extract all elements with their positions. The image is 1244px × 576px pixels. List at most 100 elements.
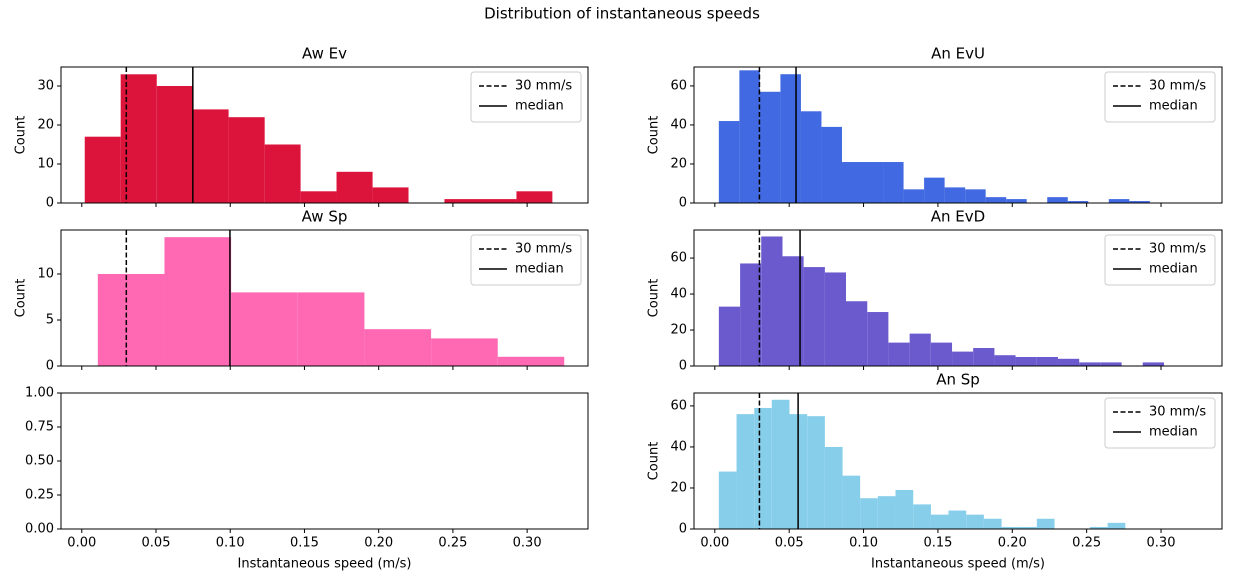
y-tick-label: 20	[670, 480, 687, 495]
bar	[842, 475, 861, 529]
axes-frame	[60, 229, 589, 367]
bar	[821, 126, 842, 203]
y-tick-label: 5	[46, 312, 54, 327]
bar	[1036, 518, 1055, 529]
bar	[1129, 201, 1150, 203]
legend-label: median	[515, 99, 564, 114]
bar	[718, 306, 741, 366]
bar	[497, 356, 565, 366]
bar	[740, 263, 762, 366]
bar	[780, 74, 801, 203]
bar	[231, 292, 298, 366]
y-tick-label: 0	[46, 196, 54, 211]
legend-label: median	[1149, 262, 1198, 277]
bar	[867, 312, 889, 366]
bar	[1015, 357, 1037, 366]
bar	[164, 237, 232, 366]
y-axis-label: Count	[647, 442, 662, 481]
bar	[1006, 199, 1027, 203]
y-tick-label: 40	[670, 117, 687, 132]
x-tick-label: 0.10	[216, 536, 245, 551]
x-tick-label: 0.00	[67, 536, 96, 551]
bar	[952, 351, 974, 366]
legend-label: 30 mm/s	[515, 242, 572, 257]
legend-box	[1104, 397, 1216, 449]
y-tick-label: 10	[37, 156, 54, 171]
bar	[372, 187, 409, 203]
bar	[771, 399, 790, 529]
y-tick-label: 10	[37, 266, 54, 281]
bar	[824, 272, 847, 366]
bar	[807, 416, 825, 529]
x-tick-label: 0.30	[513, 536, 542, 551]
bar	[1142, 362, 1164, 366]
x-tick-label: 0.05	[775, 536, 804, 551]
x-tick-label: 0.25	[438, 536, 467, 551]
bar	[930, 514, 949, 529]
bar	[192, 109, 229, 203]
x-tick-label: 0.00	[700, 536, 729, 551]
x-tick-label: 0.05	[142, 536, 171, 551]
bar	[97, 273, 165, 366]
bar	[336, 171, 373, 203]
x-tick-label: 0.20	[998, 536, 1027, 551]
legend-box	[1104, 234, 1216, 286]
legend-label: 30 mm/s	[1149, 79, 1206, 94]
y-tick-label: 0.50	[25, 454, 54, 469]
y-tick-label: 60	[670, 251, 687, 266]
legend: 30 mm/s median	[1104, 234, 1216, 286]
axes-title: Aw Ev	[302, 45, 347, 63]
x-axis-label: Instantaneous speed (m/s)	[238, 557, 412, 572]
y-tick-label: 60	[670, 78, 687, 93]
bar	[883, 162, 904, 203]
bar	[228, 117, 265, 203]
legend: 30 mm/s median	[470, 234, 582, 286]
bar	[444, 199, 481, 203]
bar	[965, 189, 986, 203]
bar	[1079, 362, 1101, 366]
bar	[860, 498, 878, 529]
bar	[782, 256, 804, 366]
y-tick-label: 60	[670, 398, 687, 413]
bar	[1047, 197, 1068, 203]
bar	[973, 348, 995, 366]
x-tick-label: 0.10	[849, 536, 878, 551]
bar	[1067, 201, 1089, 203]
y-axis-label: Count	[14, 279, 29, 318]
axes-frame	[693, 392, 1223, 530]
axes-title: An Sp	[936, 371, 980, 389]
bar	[846, 301, 868, 366]
bar	[739, 70, 760, 203]
legend-label: 30 mm/s	[1149, 242, 1206, 257]
bar	[888, 342, 910, 366]
axes-frame	[60, 66, 589, 204]
bar	[364, 329, 432, 366]
y-tick-label: 0.00	[25, 522, 54, 537]
y-tick-label: 40	[670, 439, 687, 454]
y-tick-label: 0	[679, 359, 687, 374]
legend: 30 mm/s median	[1104, 397, 1216, 449]
bar	[516, 191, 553, 203]
axes-title: Aw Sp	[302, 208, 348, 226]
bar	[803, 267, 825, 366]
bar	[841, 162, 863, 203]
y-tick-label: 0	[46, 359, 54, 374]
bar	[944, 187, 966, 203]
bar	[800, 111, 822, 203]
bar	[1036, 357, 1058, 366]
bar	[718, 471, 737, 529]
bar	[1019, 526, 1037, 529]
legend-label: 30 mm/s	[515, 79, 572, 94]
bar	[895, 490, 914, 529]
legend-box	[470, 71, 582, 123]
bar	[966, 514, 984, 529]
bar	[264, 144, 301, 203]
bar	[1001, 526, 1020, 529]
x-tick-label: 0.15	[290, 536, 319, 551]
bar	[1107, 522, 1126, 529]
bar	[983, 518, 1002, 529]
bar	[824, 446, 843, 529]
bar	[862, 162, 884, 203]
axes-frame	[693, 229, 1223, 367]
y-tick-label: 20	[37, 117, 54, 132]
